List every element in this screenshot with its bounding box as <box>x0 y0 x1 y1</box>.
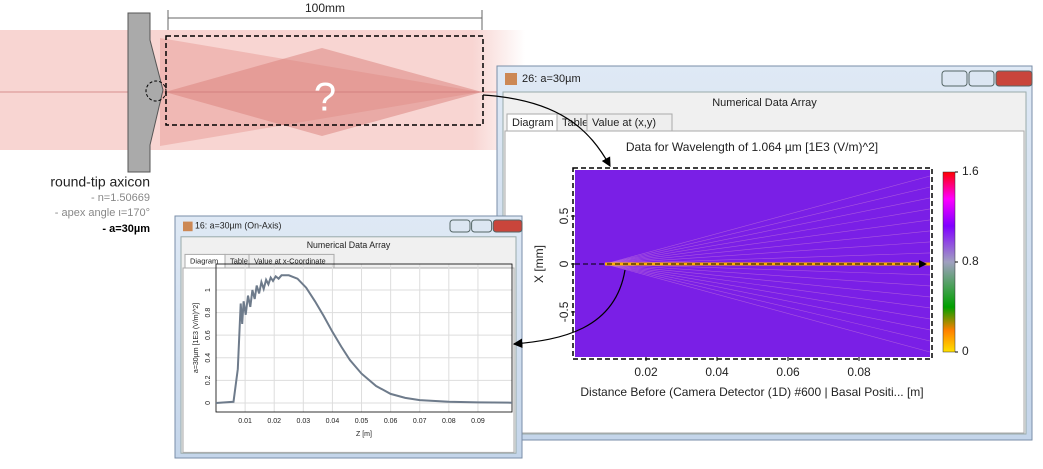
line <box>215 274 513 404</box>
field-ray <box>604 252 931 265</box>
diagram: 100mm ? round-tip axicon - n=1.50669 - a… <box>0 1 525 235</box>
y-tick-label: 0.6 <box>205 330 212 340</box>
arrow <box>482 94 611 168</box>
y-tick-label: 0.8 <box>205 308 212 318</box>
tab-label: Diagram <box>512 117 554 129</box>
y-tick-label: -0.5 <box>557 301 571 322</box>
window-main: 26: a=30µm Numerical Data Array Diagram Tab… <box>496 65 1033 441</box>
field-ray <box>604 263 931 309</box>
window-plot: 16: a=30µm (On-Axis) Numerical Data Array… <box>174 215 523 459</box>
field-ray <box>604 230 931 265</box>
close-button[interactable] <box>995 70 1033 87</box>
field-ray <box>604 208 931 265</box>
param: - n=1.50669 <box>91 192 150 204</box>
window-title: 16: a=30µm (On-Axis) <box>195 221 282 231</box>
tab-label: Diagram <box>190 257 218 266</box>
tab-label: Table <box>562 117 588 129</box>
y-tick-label: 1 <box>205 288 212 292</box>
y-tick-label: 0.2 <box>205 375 212 385</box>
colorbar <box>942 171 956 353</box>
y-axis-label: X [mm] <box>532 245 546 283</box>
field-ray <box>604 241 931 265</box>
header: Numerical Data Array <box>307 240 391 250</box>
minimize-button[interactable] <box>449 219 471 233</box>
x-tick-label: 0.06 <box>776 365 800 379</box>
region-box <box>165 35 484 126</box>
y-tick-label: 0 <box>557 260 571 267</box>
field-ray <box>604 263 931 320</box>
axicon <box>127 12 164 173</box>
tab-label: Table <box>230 257 248 266</box>
x-axis-label: Z [m] <box>356 431 372 438</box>
window-title: 26: a=30µm <box>522 73 581 85</box>
tab[interactable] <box>586 113 673 132</box>
diagram-title: round-tip axicon <box>50 174 150 190</box>
x-tick-label: 0.01 <box>238 418 252 425</box>
field-ray <box>604 197 931 265</box>
x-tick-label: 0.07 <box>413 418 427 425</box>
window-icon <box>505 73 517 85</box>
field-ray <box>604 263 931 276</box>
content <box>182 267 515 453</box>
header: Numerical Data Array <box>712 97 817 109</box>
x-tick-label: 0.08 <box>442 418 456 425</box>
field-ray <box>604 263 931 353</box>
x-tick-label: 0.09 <box>471 418 485 425</box>
x-tick-label: 0.04 <box>326 418 340 425</box>
field-ray <box>604 175 931 265</box>
question: ? <box>314 76 336 120</box>
x-tick-label: 0.02 <box>634 365 658 379</box>
dimension-label: 100mm <box>305 1 345 15</box>
arrow <box>512 269 626 349</box>
tab-label: Value at (x,y) <box>592 117 656 129</box>
field-ray <box>604 263 931 331</box>
colorbar-label: 0.8 <box>962 254 979 268</box>
x-tick-label: 0.08 <box>847 365 871 379</box>
window-icon <box>183 221 193 232</box>
field-ray <box>604 186 931 265</box>
colorbar-label: 1.6 <box>962 164 979 178</box>
minimize-button[interactable] <box>941 70 968 87</box>
param: - a=30µm <box>102 223 150 235</box>
x-axis-label: Distance Before (Camera Detector (1D) #6… <box>580 385 923 399</box>
field-ray <box>604 263 931 342</box>
tab-label: Value at x-Coordinate <box>254 257 326 266</box>
maximize-button[interactable] <box>471 219 493 233</box>
maximize-button[interactable] <box>968 70 995 87</box>
x-tick-label: 0.04 <box>705 365 729 379</box>
tab[interactable] <box>248 253 335 269</box>
param: - apex angle ι=170° <box>55 207 150 219</box>
x-tick-label: 0.02 <box>267 418 281 425</box>
field-ray <box>604 219 931 265</box>
close-button[interactable] <box>492 219 523 233</box>
x-tick-label: 0.06 <box>384 418 398 425</box>
field-ray <box>604 263 931 298</box>
y-tick-label: 0.4 <box>205 353 212 363</box>
chart-title: Data for Wavelength of 1.064 µm [1E3 (V/… <box>626 140 878 154</box>
colorbar-label: 0 <box>962 344 969 358</box>
y-tick-label: 0.5 <box>557 207 571 224</box>
field-ray <box>604 263 931 287</box>
y-tick-label: 0 <box>205 401 212 405</box>
y-axis-label: a=30µm [1E3 (V/m)^2] <box>193 303 200 373</box>
plot-frame <box>215 263 513 413</box>
x-tick-label: 0.03 <box>297 418 311 425</box>
x-tick-label: 0.05 <box>355 418 369 425</box>
